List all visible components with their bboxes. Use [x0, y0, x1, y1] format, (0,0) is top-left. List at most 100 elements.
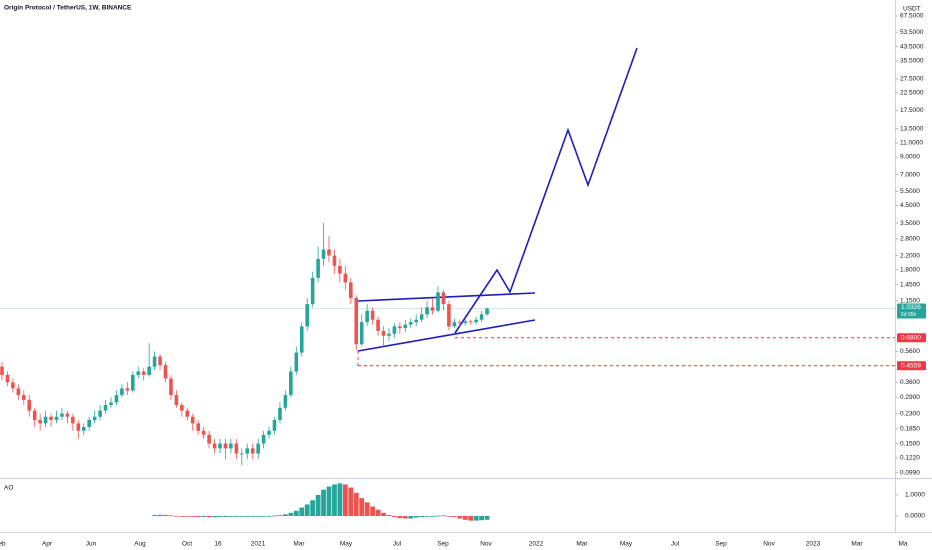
ao-bar [408, 516, 414, 519]
ao-bar [174, 515, 179, 517]
candle-body [392, 326, 397, 334]
candle-body [458, 322, 462, 323]
candle-body [283, 395, 288, 408]
candle-body [468, 321, 473, 323]
ao-bar [484, 516, 490, 520]
candle-body [447, 304, 451, 327]
candle-body [65, 413, 70, 417]
ao-bar [419, 516, 425, 518]
drawings [357, 47, 638, 352]
candle-body [71, 416, 75, 424]
candle-body [54, 416, 59, 420]
ao-bar [152, 514, 157, 516]
ao-bar [304, 504, 310, 516]
x-tick-label: Aug [134, 541, 146, 548]
ao-bar [402, 516, 408, 519]
y-tick-label: 2.8000 [900, 235, 920, 242]
ao-bar [272, 515, 277, 517]
candle-body [441, 292, 446, 305]
candle-body [27, 399, 32, 411]
candle-body [169, 378, 173, 396]
ao-bar [212, 516, 217, 518]
x-tick-label: May [620, 541, 633, 548]
ao-bar [332, 484, 337, 516]
ao-bar [370, 506, 375, 516]
trend-line-upper [357, 292, 536, 302]
candle-body [185, 410, 190, 417]
candle-body [365, 310, 369, 323]
y-tick-label: 0.2900 [900, 394, 920, 401]
candle-body [289, 371, 293, 396]
ao-bar [457, 516, 463, 519]
x-tick-label: Nov [480, 541, 492, 548]
candle-body [32, 410, 37, 420]
candle-body [207, 434, 211, 444]
price-line-label: 0.6800 [901, 334, 921, 341]
ao-bar [168, 515, 174, 517]
y-tick-label: 7.0000 [900, 171, 920, 178]
candle-body [294, 352, 299, 372]
y-tick-label: 4.5000 [900, 202, 920, 209]
ao-bar [397, 516, 403, 519]
ao-bar [353, 492, 359, 516]
candle-body [376, 319, 380, 331]
x-tick-label: 2022 [529, 541, 544, 548]
candle-body [141, 371, 146, 375]
ao-bar [157, 514, 163, 516]
ao-bar [255, 516, 261, 517]
x-tick-label: Ma [898, 541, 907, 548]
candle-body [0, 366, 4, 375]
last-price-label: 1.0326 [901, 304, 921, 311]
ao-bar [288, 512, 294, 516]
ao-bar [163, 514, 168, 516]
ao-bar [462, 516, 468, 520]
ao-bar [283, 514, 288, 516]
candle-body [5, 374, 10, 383]
candle-body [81, 427, 86, 431]
candle-body [234, 443, 239, 454]
ao-bar [223, 516, 228, 518]
ao-bar [326, 486, 332, 516]
candle-body [98, 410, 102, 417]
y-tick-label: 27.5000 [900, 76, 924, 83]
x-tick-label: Sep [715, 541, 727, 548]
price-line-badge [897, 333, 926, 343]
ao-bar [364, 502, 370, 516]
ao-bar [337, 483, 343, 516]
y-tick-label: 0.5600 [900, 348, 920, 355]
candle-body [403, 324, 408, 329]
candle-body [327, 249, 331, 256]
candle-body [305, 304, 309, 327]
ao-bar [310, 500, 316, 516]
ao-bar [184, 516, 190, 517]
candle-body [485, 308, 489, 315]
ao-bar [228, 516, 234, 517]
candle-body [310, 277, 315, 305]
candle-body [387, 333, 391, 336]
ao-bar [386, 514, 392, 516]
ao-bar [381, 512, 386, 516]
ao-bar [315, 494, 321, 516]
candle-body [109, 402, 113, 406]
y-tick-label: 22.5000 [900, 90, 924, 97]
x-tick-label: Jul [393, 541, 402, 548]
candle-body [131, 374, 135, 391]
ao-bar [201, 516, 207, 518]
candle-body [267, 430, 271, 435]
candle-body [190, 416, 195, 424]
candle-body [11, 382, 15, 389]
ao-bar [299, 507, 305, 516]
candle-body [223, 443, 228, 449]
candle-body [354, 298, 359, 345]
candle-body [349, 282, 353, 299]
candle-body [321, 249, 326, 259]
candle-body [16, 388, 21, 396]
candle-body [60, 413, 64, 417]
x-tick-label: Jun [86, 541, 97, 548]
ao-bar [239, 516, 245, 517]
candle-body [87, 419, 91, 428]
candle-body [452, 322, 457, 327]
ao-bar [190, 516, 196, 517]
